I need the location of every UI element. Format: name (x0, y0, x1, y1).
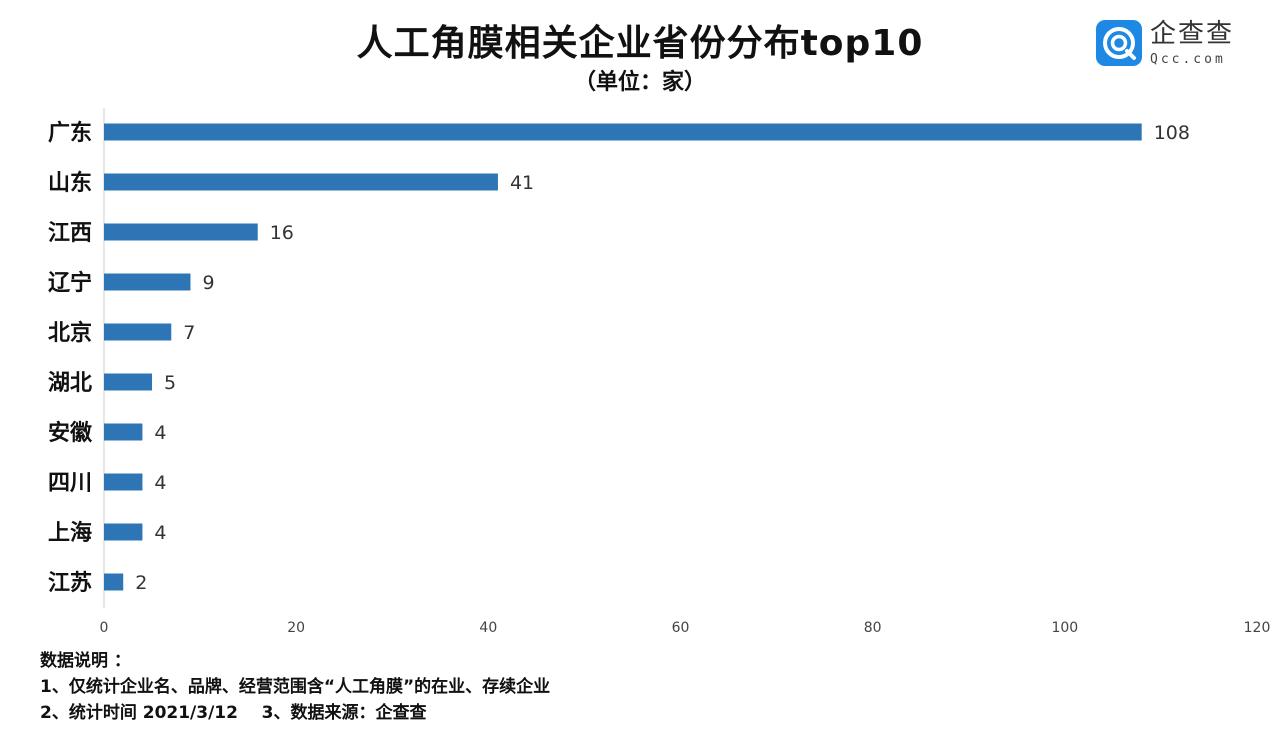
bar (104, 523, 143, 541)
x-tick-label: 120 (1244, 620, 1271, 636)
bar (104, 123, 1142, 141)
data-label: 5 (164, 372, 176, 394)
category-label: 上海 (48, 520, 92, 546)
bar (104, 223, 258, 241)
bar (104, 573, 124, 591)
category-label: 山东 (48, 170, 92, 196)
bar (104, 323, 172, 341)
chart-title: 人工角膜相关企业省份分布top10 (356, 23, 924, 64)
bar (104, 473, 143, 491)
data-label: 4 (154, 422, 166, 444)
notes-line-1: 1、仅统计企业名、品牌、经营范围含“人工角膜”的在业、存续企业 (40, 677, 551, 697)
qcc-logo-icon (1096, 20, 1142, 66)
category-label: 湖北 (48, 371, 92, 396)
x-tick-label: 0 (100, 620, 109, 636)
category-label: 辽宁 (48, 270, 92, 296)
bar (104, 373, 153, 391)
x-tick-label: 100 (1051, 620, 1078, 636)
bar (104, 173, 498, 191)
category-label: 广东 (48, 120, 92, 146)
data-label: 4 (154, 472, 166, 494)
data-label: 2 (135, 572, 147, 594)
category-label: 四川 (48, 471, 92, 496)
qcc-logo: 企查查 Qcc.com (1096, 20, 1234, 66)
category-label: 安徽 (48, 420, 93, 446)
category-label: 北京 (48, 320, 92, 346)
data-label: 4 (154, 522, 166, 544)
data-label: 9 (202, 272, 214, 294)
notes-line-2: 2、统计时间 2021/3/12 3、数据来源：企查查 (40, 703, 427, 723)
data-label: 16 (270, 222, 294, 244)
data-label: 108 (1154, 122, 1190, 144)
bar (104, 273, 191, 291)
notes-heading: 数据说明 ： (40, 651, 131, 671)
data-notes: 数据说明 ： 1、仅统计企业名、品牌、经营范围含“人工角膜”的在业、存续企业 2… (40, 648, 550, 726)
x-tick-label: 20 (287, 620, 305, 636)
x-tick-label: 80 (864, 620, 882, 636)
category-label: 江苏 (48, 570, 92, 596)
category-label: 江西 (48, 221, 92, 246)
x-tick-label: 40 (479, 620, 497, 636)
logo-name: 企查查 (1150, 18, 1235, 49)
bar (104, 423, 143, 441)
data-label: 7 (183, 322, 195, 344)
data-label: 41 (510, 172, 534, 194)
x-tick-label: 60 (672, 620, 690, 636)
chart-subtitle: （单位：家） (573, 70, 706, 95)
logo-domain: Qcc.com (1150, 51, 1226, 67)
